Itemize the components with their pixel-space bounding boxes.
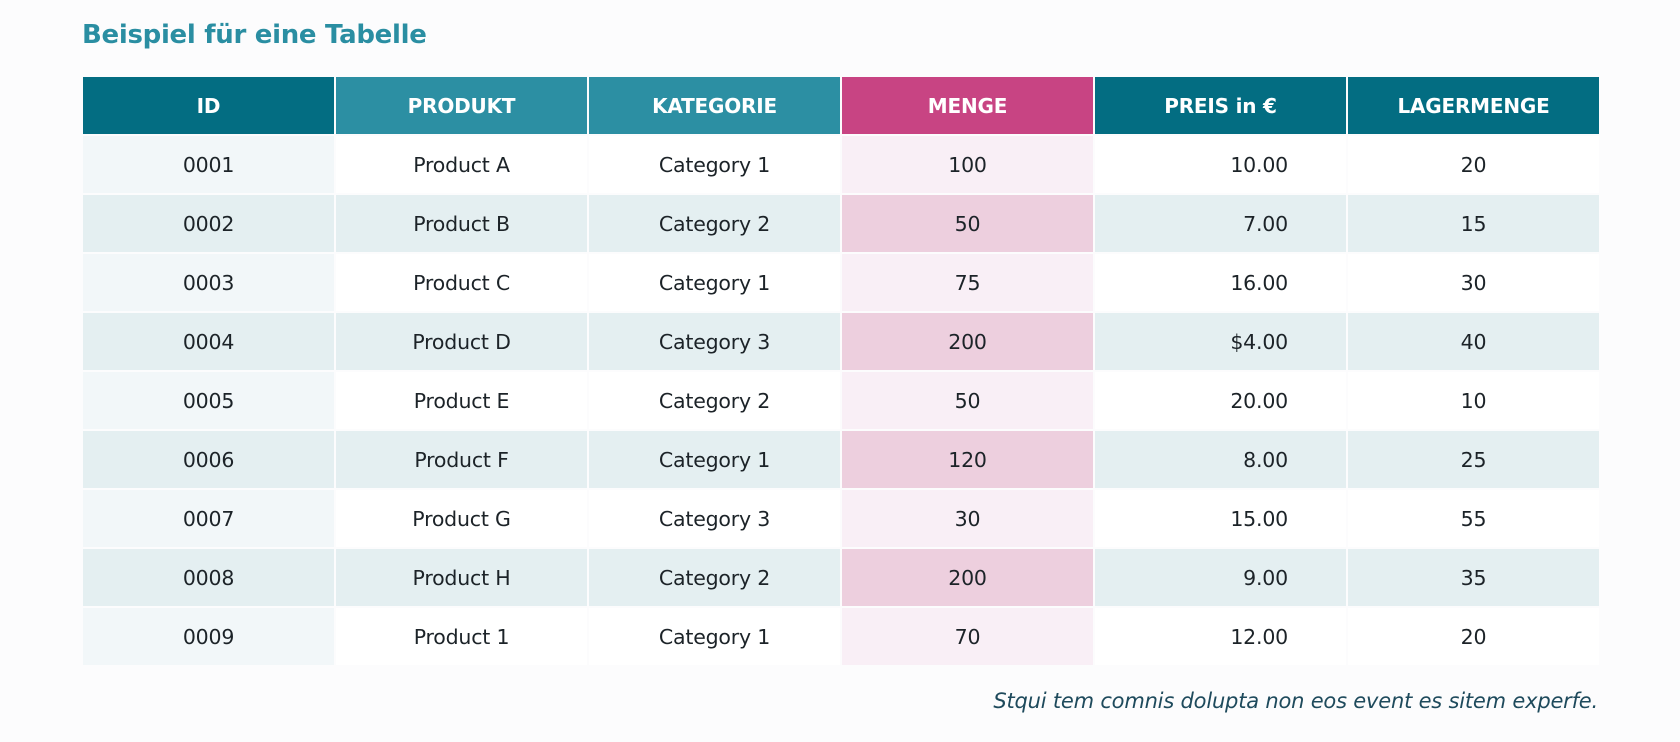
table-header-row: ID PRODUKT KATEGORIE MENGE PREIS in € LA… — [83, 77, 1599, 134]
table-row: 0005 Product E Category 2 50 20.00 10 — [83, 372, 1599, 429]
cell-lagermenge: 25 — [1348, 431, 1599, 488]
cell-menge: 75 — [842, 254, 1093, 311]
cell-produkt: Product D — [336, 313, 587, 370]
cell-kategorie: Category 1 — [589, 136, 840, 193]
cell-kategorie: Category 1 — [589, 254, 840, 311]
cell-id: 0009 — [83, 608, 334, 665]
cell-produkt: Product E — [336, 372, 587, 429]
cell-produkt: Product H — [336, 549, 587, 606]
column-header-preis[interactable]: PREIS in € — [1095, 77, 1346, 134]
cell-produkt: Product B — [336, 195, 587, 252]
column-header-produkt[interactable]: PRODUKT — [336, 77, 587, 134]
cell-id: 0004 — [83, 313, 334, 370]
cell-menge: 50 — [842, 195, 1093, 252]
cell-id: 0002 — [83, 195, 334, 252]
cell-kategorie: Category 1 — [589, 431, 840, 488]
cell-menge: 30 — [842, 490, 1093, 547]
table-row: 0008 Product H Category 2 200 9.00 35 — [83, 549, 1599, 606]
cell-kategorie: Category 2 — [589, 372, 840, 429]
table-row: 0007 Product G Category 3 30 15.00 55 — [83, 490, 1599, 547]
cell-preis: $4.00 — [1095, 313, 1346, 370]
cell-produkt: Product G — [336, 490, 587, 547]
table-row: 0009 Product 1 Category 1 70 12.00 20 — [83, 608, 1599, 665]
column-header-menge[interactable]: MENGE — [842, 77, 1093, 134]
cell-lagermenge: 20 — [1348, 136, 1599, 193]
cell-preis: 15.00 — [1095, 490, 1346, 547]
table-row: 0003 Product C Category 1 75 16.00 30 — [83, 254, 1599, 311]
table-row: 0001 Product A Category 1 100 10.00 20 — [83, 136, 1599, 193]
cell-produkt: Product F — [336, 431, 587, 488]
cell-preis: 16.00 — [1095, 254, 1346, 311]
cell-kategorie: Category 3 — [589, 313, 840, 370]
cell-menge: 120 — [842, 431, 1093, 488]
cell-preis: 12.00 — [1095, 608, 1346, 665]
cell-lagermenge: 15 — [1348, 195, 1599, 252]
cell-lagermenge: 30 — [1348, 254, 1599, 311]
cell-preis: 7.00 — [1095, 195, 1346, 252]
cell-lagermenge: 20 — [1348, 608, 1599, 665]
cell-id: 0006 — [83, 431, 334, 488]
cell-produkt: Product A — [336, 136, 587, 193]
page-title: Beispiel für eine Tabelle — [82, 20, 427, 50]
column-header-kategorie[interactable]: KATEGORIE — [589, 77, 840, 134]
cell-preis: 8.00 — [1095, 431, 1346, 488]
cell-lagermenge: 40 — [1348, 313, 1599, 370]
table-body: 0001 Product A Category 1 100 10.00 20 0002 Pro… — [83, 136, 1599, 665]
cell-preis: 9.00 — [1095, 549, 1346, 606]
footnote: Stqui tem comnis dolupta non eos event e… — [993, 689, 1598, 713]
cell-id: 0001 — [83, 136, 334, 193]
cell-id: 0008 — [83, 549, 334, 606]
cell-kategorie: Category 3 — [589, 490, 840, 547]
column-header-lagermenge[interactable]: LAGERMENGE — [1348, 77, 1599, 134]
cell-menge: 200 — [842, 313, 1093, 370]
cell-menge: 200 — [842, 549, 1093, 606]
cell-lagermenge: 10 — [1348, 372, 1599, 429]
cell-menge: 100 — [842, 136, 1093, 193]
table-row: 0004 Product D Category 3 200 $4.00 40 — [83, 313, 1599, 370]
cell-id: 0003 — [83, 254, 334, 311]
table-row: 0002 Product B Category 2 50 7.00 15 — [83, 195, 1599, 252]
cell-menge: 50 — [842, 372, 1093, 429]
cell-menge: 70 — [842, 608, 1093, 665]
cell-lagermenge: 55 — [1348, 490, 1599, 547]
cell-id: 0007 — [83, 490, 334, 547]
cell-produkt: Product C — [336, 254, 587, 311]
cell-produkt: Product 1 — [336, 608, 587, 665]
product-table: ID PRODUKT KATEGORIE MENGE PREIS in € LA… — [81, 75, 1601, 667]
table-row: 0006 Product F Category 1 120 8.00 25 — [83, 431, 1599, 488]
cell-lagermenge: 35 — [1348, 549, 1599, 606]
cell-preis: 20.00 — [1095, 372, 1346, 429]
column-header-id[interactable]: ID — [83, 77, 334, 134]
cell-id: 0005 — [83, 372, 334, 429]
cell-kategorie: Category 2 — [589, 549, 840, 606]
cell-preis: 10.00 — [1095, 136, 1346, 193]
cell-kategorie: Category 2 — [589, 195, 840, 252]
cell-kategorie: Category 1 — [589, 608, 840, 665]
